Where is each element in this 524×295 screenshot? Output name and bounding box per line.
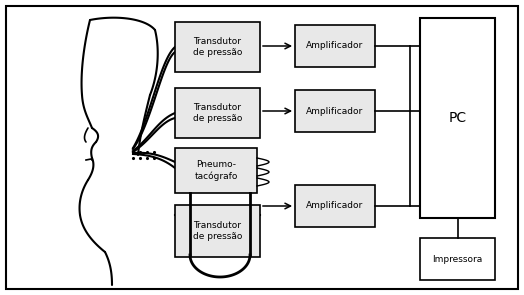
Text: Impressora: Impressora: [432, 255, 483, 263]
Bar: [420, 18, 495, 218]
Bar: [175, 205, 260, 257]
Text: Amplificador: Amplificador: [307, 42, 364, 50]
Text: Transdutor
de pressão: Transdutor de pressão: [193, 37, 242, 58]
Bar: [175, 148, 257, 193]
Bar: [420, 238, 495, 280]
Text: Pneumo-
tacógrafo: Pneumo- tacógrafo: [194, 160, 238, 181]
Text: Transdutor
de pressão: Transdutor de pressão: [193, 221, 242, 241]
Text: Amplificador: Amplificador: [307, 106, 364, 116]
Bar: [295, 185, 375, 227]
Text: Amplificador: Amplificador: [307, 201, 364, 211]
Text: PC: PC: [449, 111, 466, 125]
Bar: [295, 25, 375, 67]
Bar: [175, 22, 260, 72]
Bar: [295, 90, 375, 132]
Text: Transdutor
de pressão: Transdutor de pressão: [193, 103, 242, 123]
Bar: [175, 88, 260, 138]
